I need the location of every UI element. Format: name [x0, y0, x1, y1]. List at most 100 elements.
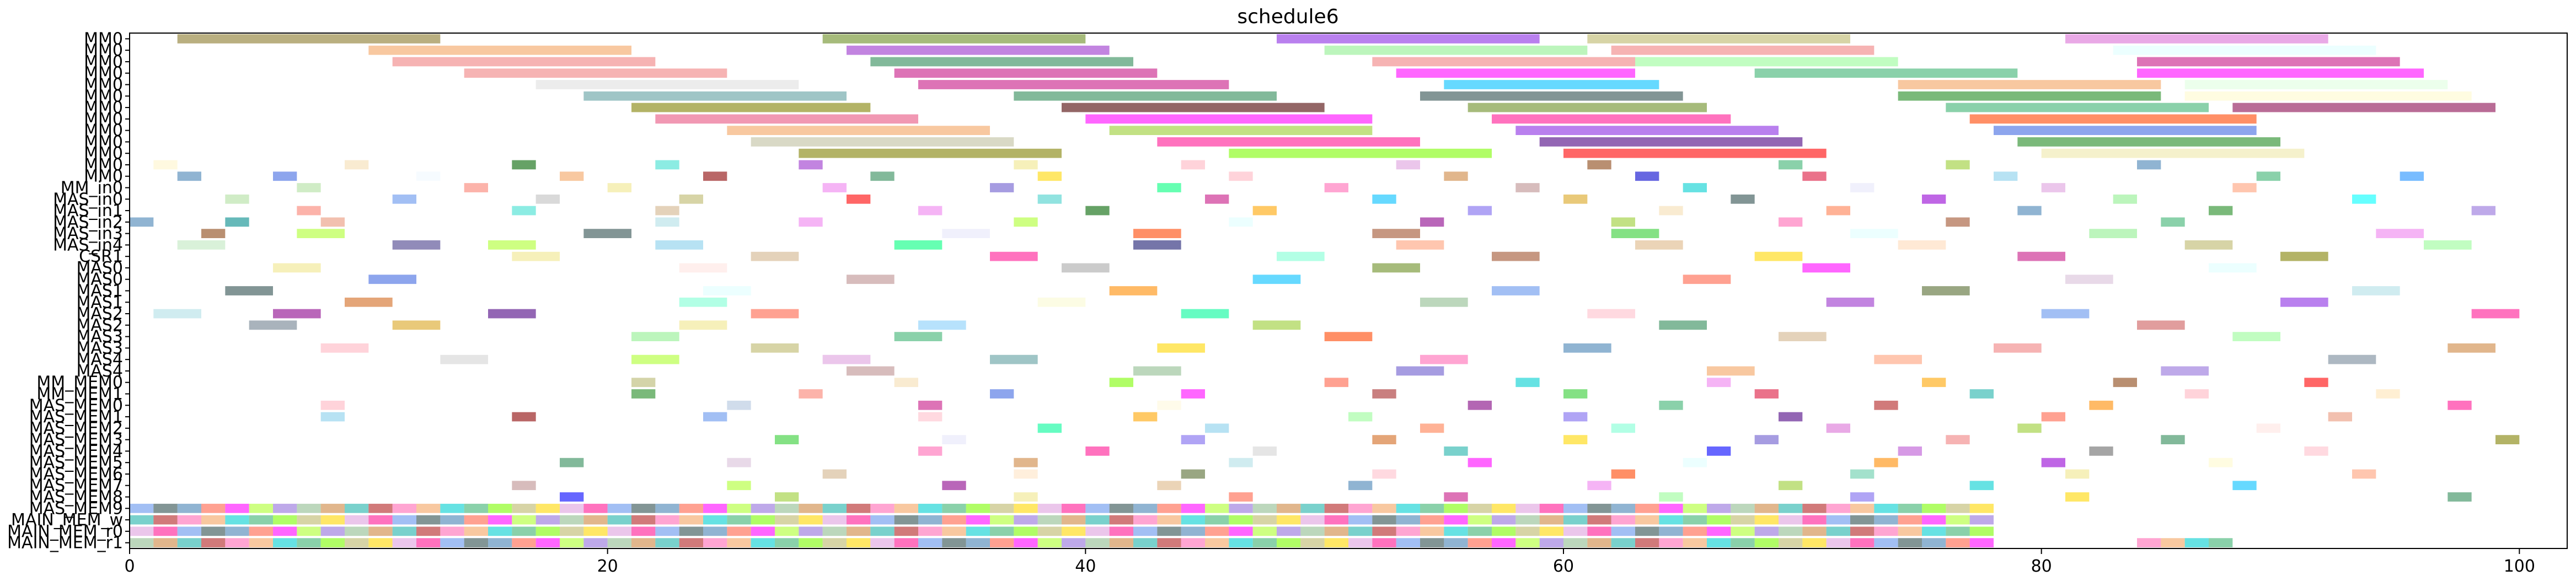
task-bar [1181, 469, 1205, 479]
task-bar [225, 217, 249, 227]
memory-block [1205, 526, 1229, 536]
y-tick-label: MM0 [84, 144, 123, 163]
task-bar [1946, 160, 1970, 170]
memory-block [1444, 503, 1468, 513]
memory-block [1252, 526, 1277, 536]
task-bar [894, 240, 942, 250]
task-bar [560, 458, 584, 467]
task-bar [847, 275, 895, 284]
memory-block [1062, 538, 1086, 547]
memory-block [655, 515, 679, 525]
memory-block [847, 538, 871, 547]
memory-block [1324, 503, 1348, 513]
memory-block [1898, 538, 1922, 547]
task-bar [894, 378, 918, 388]
memory-block [1802, 515, 1827, 525]
x-tick-label: 60 [1553, 557, 1574, 576]
memory-block [631, 538, 656, 547]
memory-block [1635, 503, 1659, 513]
y-tick-label: MM0 [84, 121, 123, 141]
task-bar [1898, 446, 1922, 456]
memory-block [1802, 503, 1827, 513]
memory-block [345, 526, 369, 536]
memory-block [297, 503, 321, 513]
memory-block [1611, 515, 1635, 525]
memory-block [416, 503, 441, 513]
memory-block [392, 526, 416, 536]
x-tick-label: 20 [597, 557, 618, 576]
task-bar [1085, 114, 1373, 124]
y-tick-label: MAS_MEM2 [29, 419, 123, 438]
task-bar [1157, 481, 1181, 491]
memory-block [679, 503, 703, 513]
y-tick-label: MAS_MEM0 [29, 396, 123, 415]
memory-block [1420, 526, 1444, 536]
memory-block [535, 503, 560, 513]
memory-block [1946, 538, 1970, 547]
task-bar [1444, 80, 1659, 89]
task-bar [1014, 469, 1038, 479]
memory-block [1037, 526, 1062, 536]
memory-block [870, 538, 895, 547]
task-bar [1229, 148, 1492, 158]
y-tick-label: MAS_MEM1 [29, 407, 123, 427]
task-bar [2448, 343, 2495, 353]
task-bar [2209, 263, 2257, 273]
task-bar [1587, 481, 1611, 491]
task-bar [1563, 435, 1588, 444]
task-bar [679, 194, 703, 204]
task-bar [870, 171, 895, 181]
memory-block [1085, 526, 1110, 536]
task-bar [1922, 378, 1946, 388]
task-bar [2304, 378, 2328, 388]
task-bar [1372, 469, 1396, 479]
memory-block [1324, 526, 1348, 536]
task-bar [1348, 481, 1373, 491]
task-bar [320, 400, 345, 410]
memory-block [225, 503, 249, 513]
memory-block [1468, 503, 1492, 513]
memory-block [1396, 503, 1420, 513]
memory-block [130, 526, 154, 536]
memory-block [1157, 515, 1181, 525]
task-bar [1539, 137, 1803, 147]
task-bar [1611, 45, 1875, 55]
task-bar [2352, 469, 2376, 479]
memory-block [1037, 515, 1062, 525]
task-bar [1229, 217, 1253, 227]
task-bar [1468, 103, 1707, 112]
memory-block [583, 503, 608, 513]
memory-block [1205, 503, 1229, 513]
task-bar [2041, 309, 2090, 319]
task-bar [942, 435, 966, 444]
task-bar [1802, 263, 1850, 273]
task-bar [345, 297, 393, 307]
memory-block [560, 538, 584, 547]
memory-block [583, 526, 608, 536]
memory-block [2209, 538, 2233, 547]
task-bar [1205, 423, 1229, 433]
task-bar [2017, 423, 2042, 433]
task-bar [1324, 183, 1348, 192]
memory-block [512, 515, 536, 525]
task-bar [1874, 458, 1898, 467]
memory-block [1659, 503, 1683, 513]
memory-block [775, 515, 799, 525]
memory-block [847, 503, 871, 513]
task-bar [847, 194, 871, 204]
task-bar [1683, 458, 1707, 467]
memory-block [1348, 503, 1373, 513]
memory-block [631, 526, 656, 536]
memory-block [392, 538, 416, 547]
memory-block [1372, 526, 1396, 536]
memory-block [249, 503, 273, 513]
memory-block [679, 538, 703, 547]
memory-block [1181, 526, 1205, 536]
memory-block [799, 526, 823, 536]
task-bar [847, 366, 895, 376]
task-bar [2471, 309, 2520, 319]
task-bar [392, 240, 441, 250]
memory-block [2137, 538, 2161, 547]
memory-block [464, 503, 488, 513]
memory-block [225, 515, 249, 525]
